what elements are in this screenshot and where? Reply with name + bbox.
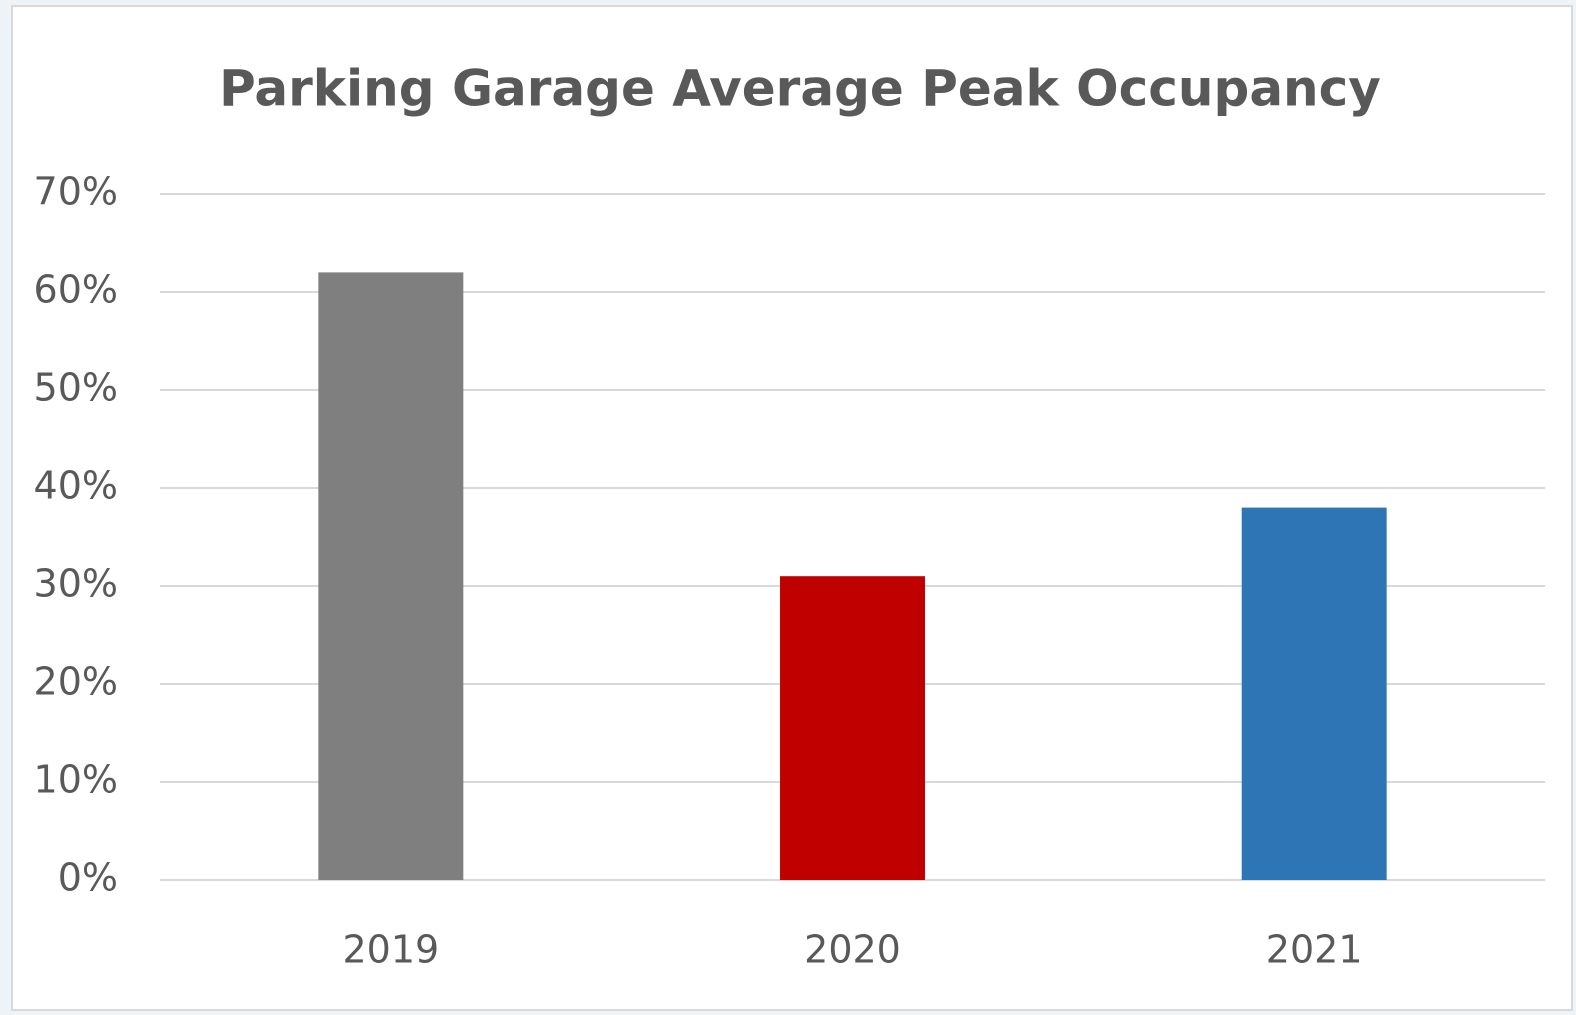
- chart-title: Parking Garage Average Peak Occupancy: [219, 60, 1381, 118]
- y-tick-label: 0%: [58, 856, 118, 900]
- y-tick-label: 50%: [34, 366, 118, 410]
- y-tick-label: 20%: [34, 660, 118, 704]
- y-tick-label: 40%: [34, 464, 118, 508]
- x-tick-label: 2019: [342, 928, 439, 972]
- y-tick-label: 70%: [34, 170, 118, 214]
- x-tick-label: 2021: [1266, 928, 1363, 972]
- y-tick-label: 10%: [34, 758, 118, 802]
- bar: [1241, 507, 1387, 880]
- x-tick-label: 2020: [804, 928, 901, 972]
- y-tick-label: 60%: [34, 268, 118, 312]
- bar: [780, 576, 925, 880]
- bar: [318, 272, 464, 880]
- y-tick-label: 30%: [34, 562, 118, 606]
